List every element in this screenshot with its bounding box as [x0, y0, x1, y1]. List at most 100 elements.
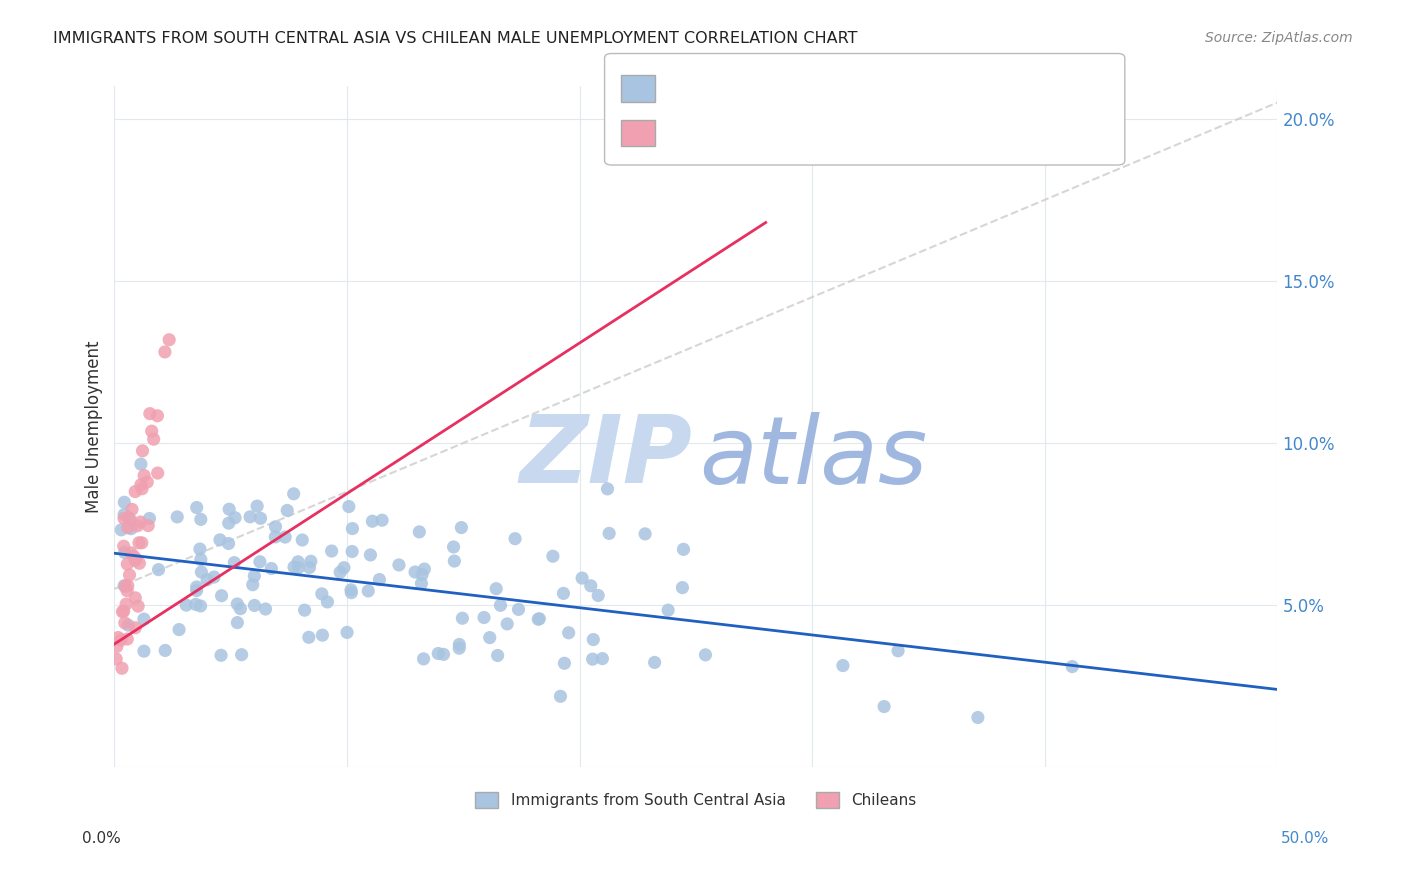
Point	[368, 573, 391, 587]
Point	[111, 661, 134, 675]
Text: 0.661: 0.661	[710, 117, 762, 135]
Point	[211, 589, 233, 603]
Point	[127, 518, 149, 533]
Point	[527, 612, 550, 626]
Point	[873, 699, 896, 714]
Point	[586, 589, 609, 603]
Point	[226, 615, 249, 630]
Point	[243, 569, 266, 583]
Point	[966, 710, 988, 724]
Point	[190, 599, 212, 613]
Point	[166, 509, 188, 524]
Point	[672, 542, 695, 557]
Point	[657, 603, 679, 617]
Point	[329, 565, 352, 579]
Text: -0.559: -0.559	[710, 70, 769, 88]
Point	[1062, 659, 1084, 673]
Point	[644, 656, 666, 670]
Point	[503, 532, 526, 546]
Point	[413, 562, 436, 576]
Point	[114, 579, 136, 593]
Point	[157, 333, 180, 347]
Point	[115, 583, 138, 598]
Point	[209, 648, 232, 663]
Point	[188, 542, 211, 557]
Point	[496, 616, 519, 631]
Point	[321, 544, 343, 558]
Point	[112, 511, 135, 525]
Point	[120, 546, 142, 560]
Point	[246, 499, 269, 513]
Text: R =: R =	[665, 117, 706, 135]
Point	[107, 631, 129, 645]
Text: N =: N =	[837, 70, 873, 88]
Point	[412, 652, 434, 666]
Point	[283, 487, 305, 501]
Point	[336, 625, 359, 640]
Point	[224, 510, 246, 524]
Point	[224, 556, 246, 570]
Legend: Immigrants from South Central Asia, Chileans: Immigrants from South Central Asia, Chil…	[470, 786, 922, 814]
Point	[129, 515, 152, 529]
Point	[117, 579, 139, 593]
Point	[114, 615, 136, 630]
Point	[231, 648, 253, 662]
Point	[131, 482, 153, 496]
Point	[254, 602, 277, 616]
Point	[153, 345, 176, 359]
Point	[294, 603, 316, 617]
Point	[553, 657, 575, 671]
Point	[449, 638, 471, 652]
Point	[298, 560, 321, 574]
Point	[596, 482, 619, 496]
Point	[340, 582, 363, 597]
Text: IMMIGRANTS FROM SOUTH CENTRAL ASIA VS CHILEAN MALE UNEMPLOYMENT CORRELATION CHAR: IMMIGRANTS FROM SOUTH CENTRAL ASIA VS CH…	[53, 31, 858, 46]
Point	[115, 597, 138, 611]
Point	[186, 583, 208, 598]
Point	[311, 587, 333, 601]
Point	[508, 602, 530, 616]
Text: 46: 46	[882, 117, 904, 135]
Point	[218, 536, 240, 550]
Point	[432, 648, 454, 662]
Point	[124, 621, 146, 635]
Point	[264, 520, 287, 534]
Point	[138, 511, 160, 525]
Point	[111, 605, 134, 619]
Point	[333, 560, 356, 574]
Point	[242, 577, 264, 591]
Point	[337, 500, 360, 514]
Point	[131, 443, 153, 458]
Point	[153, 643, 176, 657]
Point	[186, 500, 208, 515]
Point	[287, 555, 309, 569]
Point	[167, 623, 190, 637]
Point	[112, 604, 135, 618]
Point	[695, 648, 717, 662]
Point	[120, 522, 142, 536]
Point	[141, 424, 163, 438]
Point	[239, 509, 262, 524]
Point	[887, 644, 910, 658]
Point	[112, 495, 135, 509]
Point	[274, 530, 297, 544]
Point	[249, 511, 271, 525]
Text: 128: 128	[882, 70, 917, 88]
Point	[411, 576, 433, 591]
Point	[124, 484, 146, 499]
Point	[450, 520, 472, 534]
Point	[591, 651, 613, 665]
Point	[243, 599, 266, 613]
Point	[124, 553, 146, 567]
Point	[112, 579, 135, 593]
Point	[218, 502, 240, 516]
Point	[229, 601, 252, 615]
Text: atlas: atlas	[699, 412, 928, 503]
Point	[208, 533, 231, 547]
Point	[443, 554, 465, 568]
Point	[121, 502, 143, 516]
Point	[276, 503, 298, 517]
Point	[283, 560, 305, 574]
Point	[291, 533, 314, 547]
Point	[226, 597, 249, 611]
